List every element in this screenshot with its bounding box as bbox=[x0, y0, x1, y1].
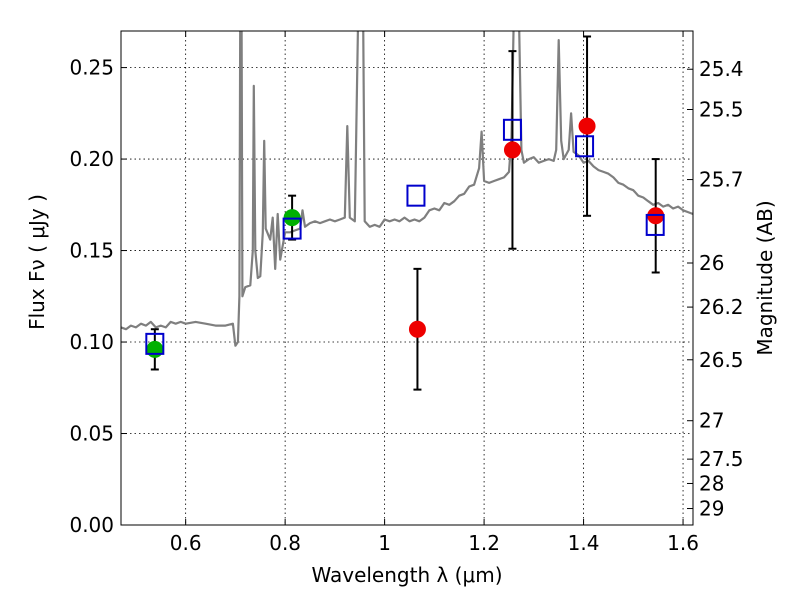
right-tick-label: 27 bbox=[699, 409, 724, 433]
right-tick-label: 25.4 bbox=[699, 57, 744, 81]
spectrum-line bbox=[121, 31, 693, 347]
right-tick-label: 28 bbox=[699, 471, 724, 495]
y-axis-label: Flux Fν ( μJy ) bbox=[25, 194, 49, 330]
red-data-point bbox=[578, 117, 596, 135]
x-tick-label: 1.2 bbox=[468, 531, 500, 555]
plot-frame bbox=[120, 30, 694, 526]
x-tick-label: 1.4 bbox=[568, 531, 600, 555]
y-tick-label: 0.05 bbox=[69, 422, 114, 446]
model-box bbox=[145, 332, 165, 355]
right-tick-label: 25.5 bbox=[699, 97, 744, 121]
right-tick-label: 26.5 bbox=[699, 348, 744, 372]
grid bbox=[121, 31, 693, 526]
right-tick-label: 29 bbox=[699, 497, 724, 521]
x-axis-label: Wavelength λ (μm) bbox=[311, 563, 502, 587]
x-tick-label: 1.6 bbox=[667, 531, 699, 555]
red-data-point bbox=[408, 320, 426, 338]
model-spectrum bbox=[121, 31, 693, 347]
right-axis-label: Magnitude (AB) bbox=[753, 200, 777, 355]
y-axis-ticks: 0.00 0.05 0.10 0.15 0.20 0.25 bbox=[69, 56, 127, 537]
right-tick-label: 26.2 bbox=[699, 295, 744, 319]
x-tick-label: 1 bbox=[378, 531, 391, 555]
y-tick-label: 0.20 bbox=[69, 147, 114, 171]
right-tick-label: 25.7 bbox=[699, 168, 744, 192]
x-tick-label: 0.6 bbox=[170, 531, 202, 555]
right-tick-label: 27.5 bbox=[699, 447, 744, 471]
model-box bbox=[406, 184, 426, 207]
y-tick-label: 0.15 bbox=[69, 239, 114, 263]
model-box bbox=[282, 217, 302, 240]
model-box bbox=[645, 213, 665, 236]
model-box bbox=[575, 135, 595, 158]
x-tick-label: 0.8 bbox=[269, 531, 301, 555]
right-tick-label: 26 bbox=[699, 251, 724, 275]
x-axis-ticks: 0.6 0.8 1 1.2 1.4 1.6 bbox=[170, 31, 699, 555]
red-data-point bbox=[503, 141, 521, 159]
y-tick-label: 0.25 bbox=[69, 56, 114, 80]
y-tick-label: 0.10 bbox=[69, 330, 114, 354]
model-photometry-boxes bbox=[145, 118, 665, 355]
y-tick-label: 0.00 bbox=[69, 513, 114, 537]
green-data-point bbox=[146, 340, 164, 358]
model-box bbox=[502, 118, 522, 141]
error-bars bbox=[150, 35, 660, 391]
